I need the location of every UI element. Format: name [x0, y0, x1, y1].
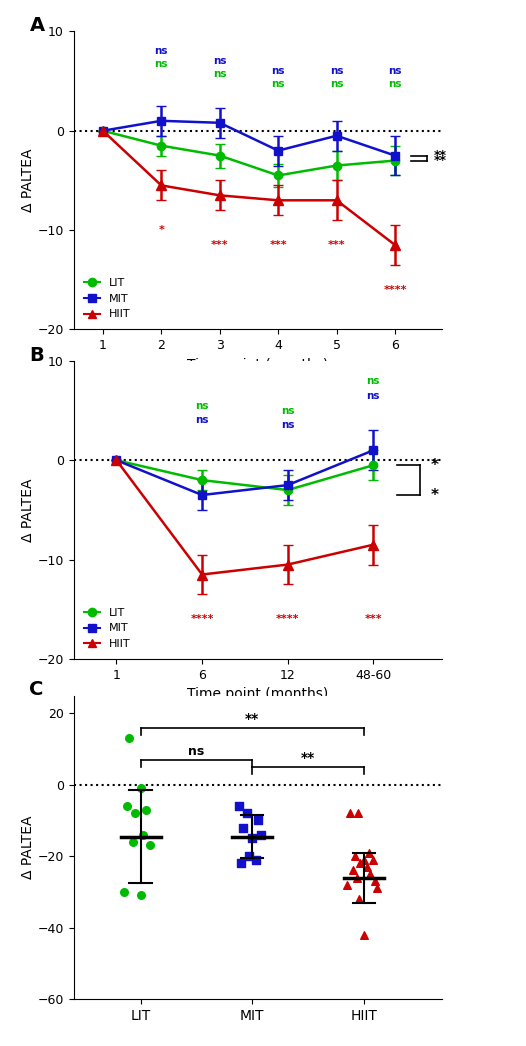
Point [125, 730, 134, 747]
Text: **: ** [245, 712, 259, 726]
Text: *: * [158, 225, 164, 235]
Point [142, 801, 150, 818]
Point [248, 829, 256, 846]
Point [251, 851, 260, 868]
Text: B: B [29, 346, 44, 365]
Text: ***: *** [365, 614, 382, 624]
Point [136, 780, 145, 797]
Point [237, 855, 245, 871]
Text: ns: ns [388, 79, 402, 89]
Text: ns: ns [271, 66, 285, 76]
Point [123, 798, 132, 815]
Point [139, 826, 147, 843]
Point [353, 869, 361, 886]
Text: **: ** [434, 154, 447, 167]
Text: ns: ns [388, 66, 402, 76]
Y-axis label: Δ PALTEA: Δ PALTEA [21, 816, 35, 879]
Point [242, 805, 251, 822]
Y-axis label: Δ PALTEA: Δ PALTEA [21, 478, 35, 542]
Point [131, 805, 139, 822]
Text: ns: ns [213, 69, 227, 79]
Text: ns: ns [195, 401, 209, 411]
Text: ns: ns [213, 56, 227, 66]
Text: ns: ns [367, 376, 380, 386]
Point [145, 837, 154, 854]
Text: ***: *** [211, 241, 229, 250]
Text: ns: ns [281, 406, 295, 415]
Text: C: C [29, 681, 44, 700]
Text: ns: ns [155, 46, 168, 56]
Text: ****: **** [276, 614, 299, 624]
Text: **: ** [301, 751, 315, 766]
Y-axis label: Δ PALTEA: Δ PALTEA [21, 149, 35, 212]
Point [254, 812, 262, 828]
Text: **: ** [434, 150, 447, 162]
Text: *: * [431, 487, 439, 502]
Text: ns: ns [188, 745, 205, 758]
Text: ns: ns [155, 60, 168, 69]
X-axis label: Time point (months): Time point (months) [187, 358, 328, 371]
X-axis label: Time point (months): Time point (months) [187, 687, 328, 701]
Text: ns: ns [330, 66, 343, 76]
Text: ns: ns [367, 390, 380, 401]
Point [346, 805, 355, 822]
Legend: LIT, MIT, HIIT: LIT, MIT, HIIT [79, 604, 135, 654]
Text: ***: *** [269, 241, 287, 250]
Point [128, 834, 137, 850]
Point [360, 851, 368, 868]
Point [356, 855, 365, 871]
Point [343, 877, 351, 893]
Point [365, 844, 373, 861]
Point [371, 872, 379, 889]
Text: ****: **** [190, 614, 214, 624]
Point [239, 819, 247, 836]
Text: ns: ns [281, 420, 295, 431]
Point [136, 887, 145, 904]
Point [351, 848, 359, 865]
Point [360, 927, 368, 943]
Text: ns: ns [195, 415, 209, 426]
Point [348, 862, 357, 879]
Text: ****: **** [383, 285, 407, 295]
Point [373, 880, 381, 896]
Text: ns: ns [271, 79, 285, 89]
Point [355, 890, 363, 907]
Point [366, 866, 375, 883]
Point [245, 848, 253, 865]
Point [363, 859, 371, 876]
Point [235, 798, 243, 815]
Text: ***: *** [328, 241, 346, 250]
Point [257, 826, 265, 843]
Text: A: A [29, 17, 45, 36]
Legend: LIT, MIT, HIIT: LIT, MIT, HIIT [79, 274, 135, 324]
Text: *: * [431, 458, 439, 473]
Point [119, 884, 128, 901]
Point [354, 805, 362, 822]
Text: ns: ns [330, 79, 343, 89]
Point [368, 851, 377, 868]
